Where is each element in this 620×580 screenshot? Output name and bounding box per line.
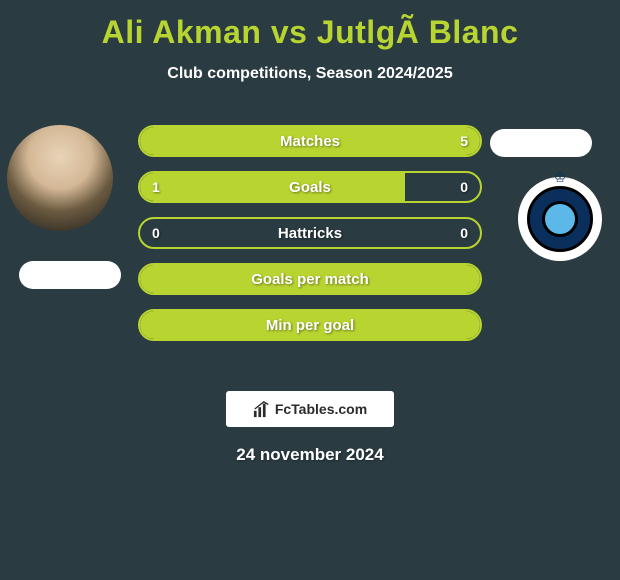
stat-label: Goals per match [251, 271, 369, 288]
stat-row: Min per goal [138, 309, 482, 341]
stat-value-right: 0 [460, 225, 468, 241]
footer-date: 24 november 2024 [0, 445, 620, 465]
stat-value-left: 1 [152, 179, 160, 195]
row-fill-left [140, 173, 405, 201]
brand-chart-icon [253, 400, 271, 418]
right-player-flag [490, 129, 592, 157]
club-logo-center [542, 201, 578, 237]
left-player-flag [19, 261, 121, 289]
stat-value-left: 0 [152, 225, 160, 241]
brand-badge: FcTables.com [226, 391, 394, 427]
left-player-avatar [7, 125, 113, 231]
stat-label: Matches [280, 133, 340, 150]
club-logo-ring [527, 186, 593, 252]
right-club-logo [518, 177, 602, 261]
stat-value-right: 5 [460, 133, 468, 149]
brand-text: FcTables.com [275, 401, 367, 417]
stat-row: Matches 5 [138, 125, 482, 157]
subtitle: Club competitions, Season 2024/2025 [0, 65, 620, 83]
stat-value-right: 0 [460, 179, 468, 195]
stat-label: Min per goal [266, 317, 354, 334]
comparison-panel: ♔ Matches 5 Goals 1 0 Hattricks 0 0 Goals per ma… [0, 125, 620, 385]
crown-icon: ♔ [546, 169, 574, 183]
stat-row: Goals per match [138, 263, 482, 295]
stat-row: Hattricks 0 0 [138, 217, 482, 249]
stat-row: Goals 1 0 [138, 171, 482, 203]
page-title: Ali Akman vs JutlgÃ Blanc [0, 0, 620, 51]
stat-label: Goals [289, 179, 331, 196]
stat-label: Hattricks [278, 225, 342, 242]
stat-rows: Matches 5 Goals 1 0 Hattricks 0 0 Goals per matc… [138, 125, 482, 355]
